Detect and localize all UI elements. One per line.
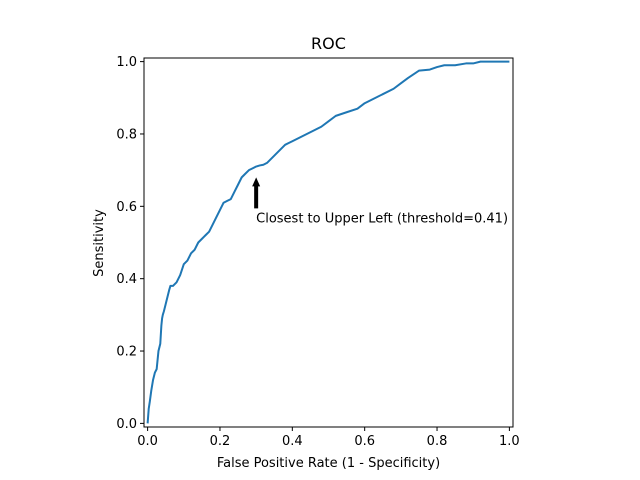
y-tick-label: 0.6 xyxy=(116,200,137,215)
chart-title: ROC xyxy=(311,34,346,53)
y-tick-label: 0.0 xyxy=(116,417,137,432)
x-axis-ticks: 0.0 0.2 0.4 0.6 0.8 1.0 xyxy=(137,427,520,449)
annotation: Closest to Upper Left (threshold=0.41) xyxy=(252,177,508,226)
x-tick-label: 0.0 xyxy=(137,434,158,449)
x-axis-label: False Positive Rate (1 - Specificity) xyxy=(217,456,440,471)
annotation-text: Closest to Upper Left (threshold=0.41) xyxy=(256,211,508,226)
x-tick-label: 0.6 xyxy=(354,434,375,449)
x-tick-label: 0.8 xyxy=(427,434,448,449)
y-axis-label: Sensitivity xyxy=(92,209,107,277)
x-tick-label: 0.4 xyxy=(282,434,303,449)
roc-curve-line xyxy=(146,60,510,424)
annotation-arrow-head xyxy=(252,177,261,187)
y-tick-label: 0.8 xyxy=(116,127,137,142)
plot-area xyxy=(146,60,510,424)
y-axis-ticks: 0.0 0.2 0.4 0.6 0.8 1.0 xyxy=(116,55,144,432)
x-tick-label: 0.2 xyxy=(210,434,231,449)
y-tick-label: 1.0 xyxy=(116,55,137,70)
y-tick-label: 0.4 xyxy=(116,272,137,287)
axes-frame xyxy=(143,57,514,428)
y-tick-label: 0.2 xyxy=(116,345,137,360)
x-tick-label: 1.0 xyxy=(499,434,520,449)
